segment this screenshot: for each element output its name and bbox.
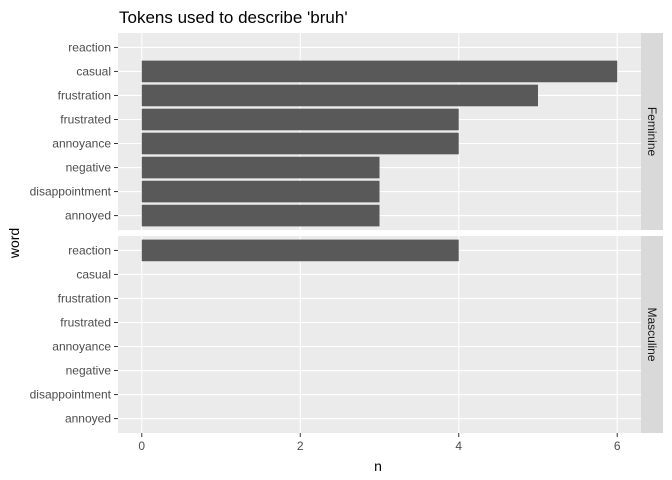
facet-strip xyxy=(641,33,663,230)
y-tick-label: disappointment xyxy=(30,185,112,199)
y-tick-label: annoyance xyxy=(52,137,111,151)
x-tick-label: 4 xyxy=(455,439,462,453)
y-tick-label: reaction xyxy=(68,243,111,257)
facet-panel-masculine: reaction casual frustration frustrated annoy… xyxy=(30,236,663,433)
y-tick-label: annoyed xyxy=(65,412,111,426)
y-tick-label: frustrated xyxy=(60,112,111,126)
x-tick-label: 6 xyxy=(614,439,621,453)
panel-background xyxy=(118,236,641,433)
bar-masculine-reaction xyxy=(141,239,459,262)
bar-feminine-frustrated xyxy=(141,108,459,131)
x-tick-label: 0 xyxy=(138,439,145,453)
y-axis-title: word xyxy=(6,228,22,259)
bar-feminine-annoyed xyxy=(141,204,380,227)
y-tick-label: annoyed xyxy=(65,209,111,223)
bar-feminine-disappointment xyxy=(141,180,380,203)
facet-strip xyxy=(641,236,663,433)
bar-feminine-negative xyxy=(141,156,380,179)
facet-strip-label: Masculine xyxy=(645,307,659,361)
facet-strip-label: Feminine xyxy=(645,107,659,157)
bar-feminine-annoyance xyxy=(141,132,459,155)
y-tick-label: annoyance xyxy=(52,340,111,354)
y-tick-label: frustrated xyxy=(60,315,111,329)
y-tick-label: frustration xyxy=(58,88,111,102)
facet-panel-feminine: reaction casual frustration frustrated annoy… xyxy=(30,33,663,230)
x-tick-label: 2 xyxy=(297,439,304,453)
y-tick-label: negative xyxy=(66,161,112,175)
chart-title: Tokens used to describe 'bruh' xyxy=(119,8,348,27)
y-tick-label: disappointment xyxy=(30,388,112,402)
y-tick-label: negative xyxy=(66,364,112,378)
y-tick-label: casual xyxy=(76,267,111,281)
x-axis: 0 2 4 6 xyxy=(138,433,621,453)
panels-layer: reaction casual frustration frustrated annoy… xyxy=(30,33,663,433)
y-tick-label: frustration xyxy=(58,291,111,305)
y-tick-label: reaction xyxy=(68,40,111,54)
y-tick-label: casual xyxy=(76,64,111,78)
bar-feminine-frustration xyxy=(141,84,538,107)
x-axis-title: n xyxy=(374,458,382,474)
bar-feminine-casual xyxy=(141,60,618,83)
